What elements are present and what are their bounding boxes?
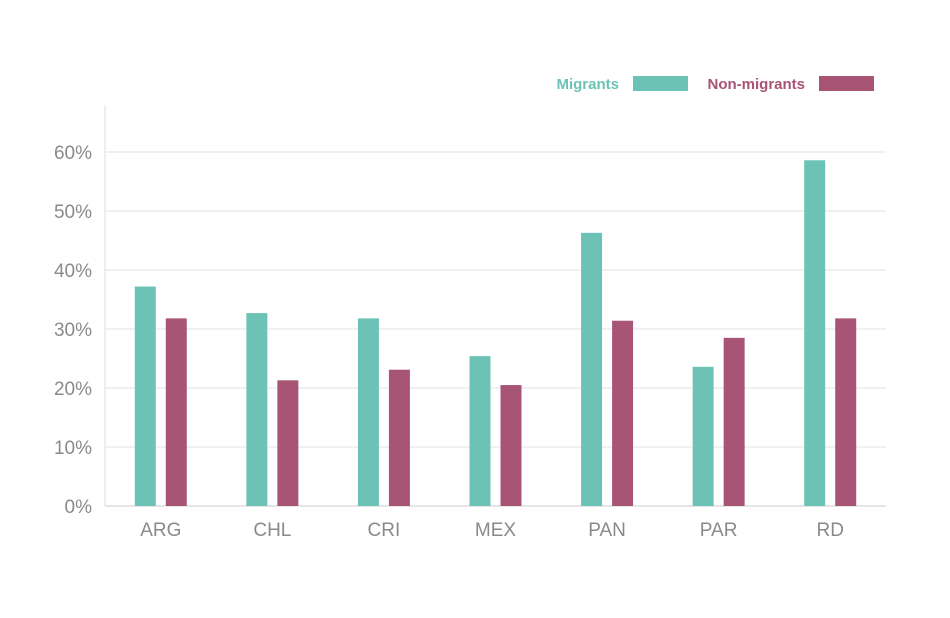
bar-cri-migrants: [357, 318, 379, 506]
bar-rd-migrants: [804, 160, 826, 506]
y-tick-label: 40%: [54, 261, 92, 282]
bar-rd-non-migrants: [835, 318, 857, 506]
x-tick-labels: ARG CHL CRI MEX PAN PAR RD: [140, 520, 844, 541]
x-tick-label: CRI: [368, 520, 401, 541]
bar-pan-migrants: [581, 232, 603, 506]
y-tick-label: 20%: [54, 379, 92, 400]
y-tick-label: 0%: [65, 497, 93, 518]
y-tick-label: 30%: [54, 320, 92, 341]
y-tick-label: 60%: [54, 143, 92, 164]
x-tick-label: MEX: [475, 520, 517, 541]
bar-mex-migrants: [469, 356, 491, 506]
bar-arg-migrants: [134, 286, 156, 506]
bar-chl-migrants: [246, 313, 268, 506]
bar-par-non-migrants: [723, 337, 745, 506]
legend-swatch-non-migrants: [819, 76, 874, 91]
bar-cri-non-migrants: [388, 369, 410, 506]
x-tick-label: RD: [816, 520, 843, 541]
legend-label-non-migrants: Non-migrants: [708, 76, 806, 93]
bar-pan-non-migrants: [612, 320, 634, 506]
legend-swatch-migrants: [633, 76, 688, 91]
legend: Migrants Non-migrants: [556, 76, 874, 93]
bar-arg-non-migrants: [165, 318, 187, 506]
gridlines: [105, 151, 886, 448]
y-tick-labels: 0% 10% 20% 30% 40% 50% 60%: [54, 143, 92, 518]
x-tick-label: PAN: [588, 520, 626, 541]
x-tick-label: ARG: [140, 520, 181, 541]
bar-chl-non-migrants: [277, 380, 299, 506]
legend-label-migrants: Migrants: [556, 76, 619, 93]
x-tick-label: CHL: [253, 520, 291, 541]
bar-mex-non-migrants: [500, 385, 522, 506]
y-tick-label: 50%: [54, 202, 92, 223]
x-tick-label: PAR: [700, 520, 738, 541]
bar-par-migrants: [692, 366, 714, 506]
bars: [134, 160, 857, 506]
y-tick-label: 10%: [54, 438, 92, 459]
